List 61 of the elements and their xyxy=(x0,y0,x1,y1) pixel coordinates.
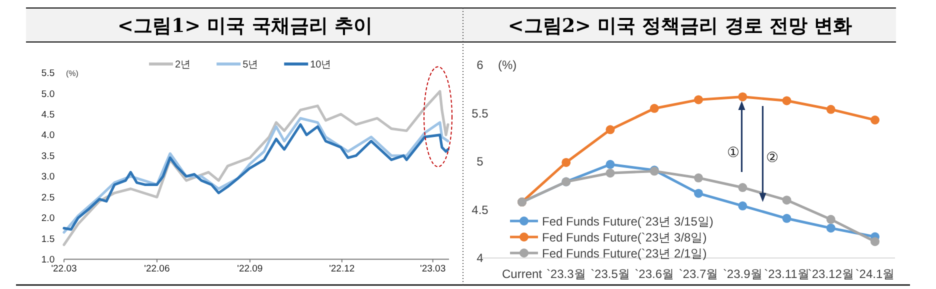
point xyxy=(738,183,748,192)
x-tick-label: `23.6월 xyxy=(634,267,674,281)
y-tick-label: 2.5 xyxy=(41,192,55,204)
annotation: ② xyxy=(766,149,780,165)
chart-title: <그림2> 미국 정책금리 경로 전망 변화 xyxy=(508,15,852,37)
point xyxy=(870,116,880,125)
x-tick-label: '22.12 xyxy=(329,263,355,274)
point xyxy=(826,214,836,224)
x-tick-label: `23.9월 xyxy=(722,267,762,281)
legend-label: 2년 xyxy=(175,60,191,70)
point xyxy=(606,125,615,134)
point xyxy=(562,158,571,167)
annotation: ① xyxy=(727,144,740,160)
point xyxy=(782,196,792,205)
y-tick-label: 5.0 xyxy=(41,88,55,100)
y-tick-label: 3.0 xyxy=(41,172,55,183)
y-tick-label: 5.5 xyxy=(472,106,489,120)
x-tick-label: '22.03 xyxy=(51,263,77,274)
legend-label: 10년 xyxy=(310,60,332,70)
y-tick-label: 3.5 xyxy=(41,150,55,162)
point xyxy=(694,95,703,104)
legend-label: Fed Funds Future(`23년 3/15일) xyxy=(542,214,714,228)
x-tick-label: `23.11월 xyxy=(764,267,810,281)
y-tick-label: 4.5 xyxy=(41,109,55,120)
x-tick-label: `24.1월 xyxy=(855,267,895,281)
legend-label: 5년 xyxy=(242,60,258,70)
x-tick-label: `23.12월 xyxy=(808,267,854,281)
y-tick-label: 4.0 xyxy=(41,130,55,142)
x-tick-label: '22.06 xyxy=(144,263,170,274)
x-tick-label: `23.7월 xyxy=(678,267,718,281)
y-tick-label: 2.0 xyxy=(41,213,55,224)
x-tick-label: '22.09 xyxy=(237,263,263,274)
y-tick-label: 5.5 xyxy=(41,68,55,80)
point xyxy=(826,224,836,233)
point xyxy=(870,237,880,246)
point xyxy=(650,104,659,113)
y-tick-label: 1.0 xyxy=(41,254,55,266)
point xyxy=(738,92,748,102)
x-tick-label: '23.03 xyxy=(420,263,446,274)
y-tick-label: 4 xyxy=(476,251,484,266)
point xyxy=(782,214,792,223)
y-axis-title: (%) xyxy=(498,58,517,72)
legend-label: Fed Funds Future(`23년 2/1일) xyxy=(542,246,707,260)
point xyxy=(606,168,615,178)
x-tick-label: Current xyxy=(502,267,543,281)
y-tick-label: 6 xyxy=(476,58,484,72)
point xyxy=(782,96,792,106)
point xyxy=(694,173,703,182)
point xyxy=(738,201,748,210)
chart-title: <그림1> 미국 국채금리 추이 xyxy=(118,15,372,37)
y-tick-label: 4.5 xyxy=(472,202,489,217)
point xyxy=(694,188,703,198)
y-tick-label: 5 xyxy=(476,154,484,169)
y-tick-label: 1.5 xyxy=(41,234,55,245)
y-axis-title: (%) xyxy=(66,69,79,78)
x-tick-label: `23.3월 xyxy=(546,267,586,281)
legend-label: Fed Funds Future(`23년 3/8일) xyxy=(542,230,707,244)
point xyxy=(826,104,836,114)
line-series xyxy=(62,90,450,246)
point xyxy=(606,160,615,169)
x-tick-label: `23.5월 xyxy=(590,267,630,281)
